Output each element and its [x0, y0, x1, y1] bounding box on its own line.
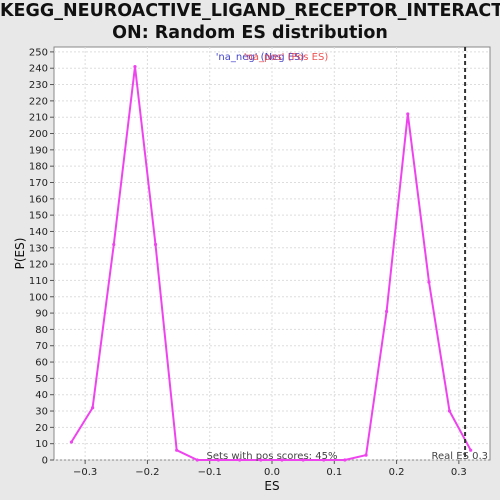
- chart-title: KEGG_NEUROACTIVE_LIGAND_RECEPTOR_INTERAC…: [0, 1, 500, 43]
- data-point: [322, 458, 326, 462]
- data-point: [153, 242, 158, 247]
- data-point: [112, 242, 116, 247]
- data-point: [343, 458, 347, 462]
- data-point: [69, 440, 74, 444]
- y-tick-label: 10: [35, 439, 48, 450]
- y-tick-label: 190: [29, 145, 48, 156]
- data-point: [469, 448, 473, 452]
- x-tick-label: −0.1: [198, 467, 222, 478]
- y-tick-label: 160: [29, 194, 48, 205]
- data-point: [385, 309, 389, 314]
- y-tick-label: 110: [29, 276, 48, 287]
- y-tick-label: 50: [35, 374, 48, 385]
- y-axis-ticks: 0 10 20 30 40 50 60 70 80 90 100 110 120 130 140 150 160…: [29, 47, 54, 467]
- data-point: [259, 458, 263, 462]
- data-point: [195, 458, 199, 462]
- y-tick-label: 210: [29, 113, 48, 124]
- y-tick-label: 170: [29, 178, 48, 189]
- y-tick-label: 140: [29, 227, 48, 238]
- data-point: [280, 458, 284, 462]
- x-axis-ticks: −0.3 −0.2 −0.1 0.0 0.1 0.2 0.3: [73, 460, 467, 478]
- data-point: [447, 409, 452, 413]
- x-tick-label: −0.3: [73, 467, 97, 478]
- series-line: [70, 66, 472, 461]
- grid-lines: [54, 47, 490, 461]
- legend-pos: 'na_pos' (Pos ES): [244, 52, 329, 63]
- x-tick-label: 0.2: [389, 467, 405, 478]
- data-point: [364, 453, 368, 457]
- x-tick-label: 0.0: [264, 467, 280, 478]
- x-tick-label: 0.3: [451, 467, 467, 478]
- y-tick-label: 60: [35, 358, 48, 369]
- y-tick-label: 150: [29, 211, 48, 222]
- data-point: [133, 64, 137, 69]
- data-point: [91, 406, 95, 410]
- y-tick-label: 0: [42, 456, 48, 467]
- y-tick-label: 250: [29, 47, 48, 58]
- y-tick-label: 220: [29, 96, 48, 107]
- real-es-note: Real ES 0.3: [432, 451, 488, 462]
- y-tick-label: 20: [35, 423, 48, 434]
- x-tick-label: 0.1: [326, 467, 342, 478]
- y-tick-label: 180: [29, 162, 48, 173]
- y-tick-label: 130: [29, 243, 48, 254]
- y-tick-label: 90: [35, 309, 48, 320]
- y-tick-label: 120: [29, 260, 48, 271]
- y-tick-label: 30: [35, 407, 48, 418]
- data-point: [427, 280, 431, 284]
- data-point: [175, 448, 179, 452]
- y-tick-label: 40: [35, 390, 48, 401]
- data-point: [406, 112, 410, 116]
- legend-neg: 'na_neg' (Neg ES): [216, 52, 305, 63]
- data-point: [216, 458, 221, 462]
- data-points: [69, 64, 473, 462]
- data-point: [301, 458, 305, 462]
- x-tick-label: −0.2: [135, 467, 159, 478]
- y-tick-label: 100: [29, 292, 48, 303]
- y-tick-label: 70: [35, 341, 48, 352]
- x-axis-title: ES: [264, 479, 279, 493]
- y-tick-label: 230: [29, 80, 48, 91]
- y-tick-label: 240: [29, 64, 48, 75]
- y-tick-label: 80: [35, 325, 48, 336]
- y-tick-label: 200: [29, 129, 48, 140]
- pos-scores-note: Sets with pos scores: 45%: [207, 451, 338, 462]
- data-point: [238, 458, 242, 462]
- y-axis-title: P(ES): [13, 238, 27, 270]
